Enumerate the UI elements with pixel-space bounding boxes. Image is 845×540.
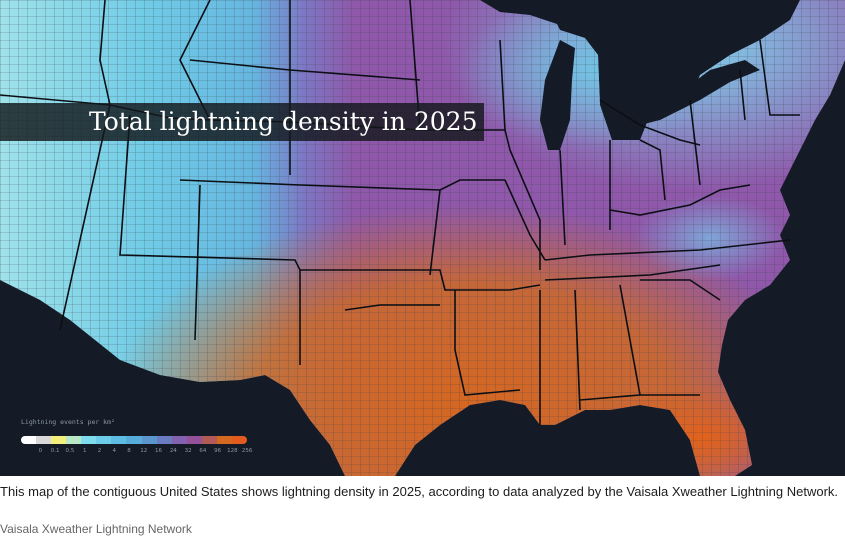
- legend-tick-label: 96: [214, 448, 222, 454]
- legend-tick-label: 32: [184, 448, 192, 454]
- legend-swatch: [216, 436, 232, 444]
- legend-swatch: [81, 436, 97, 444]
- figure-credit: Vaisala Xweather Lightning Network: [0, 522, 192, 536]
- legend-tick-label: 1: [82, 448, 87, 454]
- legend-swatch: [231, 436, 247, 444]
- legend-swatch: [36, 436, 52, 444]
- lake-erie-ontario: [640, 60, 760, 125]
- legend-color-bar: [21, 436, 247, 444]
- legend-tick-label: 128: [227, 448, 238, 454]
- legend-swatch: [186, 436, 202, 444]
- legend-ticks: 0 0.1 0.5 1 2 4 8 12 16 24 32 64 96 128 256: [21, 448, 253, 458]
- legend-swatch: [66, 436, 82, 444]
- lake-superior: [480, 0, 640, 30]
- legend-tick-label: 0: [38, 448, 43, 454]
- legend: Lightning events per km² 0 0.1 0.5 1 2 4 8 12 16…: [18, 414, 258, 464]
- legend-swatch: [21, 436, 37, 444]
- legend-swatch: [111, 436, 127, 444]
- legend-title: Lightning events per km²: [21, 418, 115, 426]
- legend-swatch: [171, 436, 187, 444]
- lake-huron: [600, 45, 650, 100]
- legend-swatch: [96, 436, 112, 444]
- legend-swatch: [51, 436, 67, 444]
- legend-swatch: [156, 436, 172, 444]
- legend-tick-label: 256: [241, 448, 253, 454]
- legend-tick-label: 4: [112, 448, 116, 454]
- lake-michigan: [540, 40, 575, 150]
- map-title: Total lightning density in 2025: [89, 107, 478, 136]
- figure-caption: This map of the contiguous United States…: [0, 484, 839, 499]
- legend-swatch: [126, 436, 142, 444]
- legend-tick-label: 64: [199, 448, 207, 454]
- legend-tick-label: 0.5: [65, 448, 75, 454]
- legend-tick-label: 24: [169, 448, 177, 454]
- legend-tick-label: 16: [155, 448, 163, 454]
- lightning-density-map: Total lightning density in 2025 Lightnin…: [0, 0, 845, 476]
- legend-swatch: [141, 436, 157, 444]
- title-banner: [0, 103, 484, 141]
- legend-tick-label: 8: [127, 448, 131, 454]
- legend-swatch: [201, 436, 217, 444]
- legend-tick-label: 12: [140, 448, 148, 454]
- legend-tick-label: 0.1: [50, 448, 60, 454]
- state-borders: [0, 0, 800, 425]
- map-canvas: [0, 0, 845, 476]
- legend-tick-label: 2: [97, 448, 102, 454]
